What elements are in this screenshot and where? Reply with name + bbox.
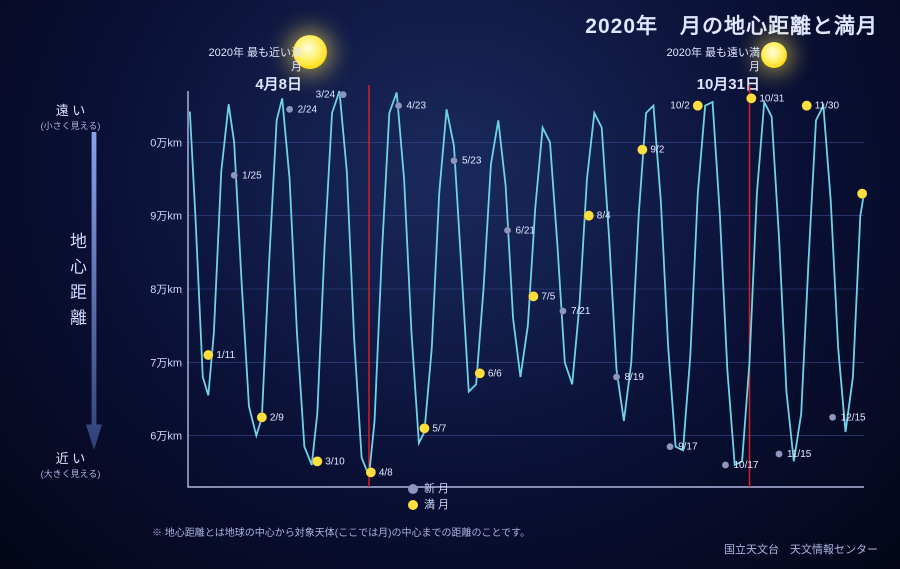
moon-point-full xyxy=(419,423,429,433)
moon-icon xyxy=(761,42,787,68)
svg-text:6/6: 6/6 xyxy=(488,368,502,379)
distance-chart: 36万km 37万km 38万km 39万km 40万km 1/11 1/25 2/9 2/24… xyxy=(150,85,870,505)
moon-point-full xyxy=(528,291,538,301)
svg-text:5/7: 5/7 xyxy=(432,423,446,434)
svg-text:4/8: 4/8 xyxy=(379,467,393,478)
svg-text:11/15: 11/15 xyxy=(787,449,812,460)
moon-point-new xyxy=(776,451,783,458)
axis-top-sub: (小さく見える) xyxy=(18,119,123,132)
moon-point-full xyxy=(257,412,267,422)
svg-text:3/10: 3/10 xyxy=(325,456,345,467)
moon-point-new xyxy=(613,374,620,381)
moon-point-full xyxy=(584,211,594,221)
moon-point-new xyxy=(286,106,293,113)
moon-point-new xyxy=(722,462,729,469)
moon-point-full xyxy=(857,189,867,199)
svg-text:37万km: 37万km xyxy=(150,357,182,369)
page-title: 2020年 月の地心距離と満月 xyxy=(585,10,878,40)
moon-point-full xyxy=(746,93,756,103)
moon-point-new xyxy=(829,414,836,421)
axis-top-label: 遠 い xyxy=(18,100,123,119)
svg-text:38万km: 38万km xyxy=(150,284,182,296)
svg-text:9/2: 9/2 xyxy=(650,145,664,156)
svg-text:1/11: 1/11 xyxy=(216,350,235,361)
svg-text:3/24: 3/24 xyxy=(316,90,336,101)
legend-item: 満 月 xyxy=(408,496,449,512)
moon-point-full xyxy=(312,456,322,466)
legend-item: 新 月 xyxy=(408,480,449,496)
moon-point-full xyxy=(802,101,812,111)
axis-bottom-sub: (大きく見える) xyxy=(18,467,123,480)
svg-text:1/25: 1/25 xyxy=(242,170,262,181)
svg-text:11/30: 11/30 xyxy=(815,101,840,112)
svg-text:12/15: 12/15 xyxy=(841,412,866,423)
svg-text:7/5: 7/5 xyxy=(541,291,555,302)
svg-text:36万km: 36万km xyxy=(150,431,182,443)
moon-point-new xyxy=(559,308,566,315)
y-axis-arrow-panel: 遠 い (小さく見える) 地心距離 近 い (大きく見える) xyxy=(18,100,123,480)
svg-text:8/4: 8/4 xyxy=(597,211,611,222)
moon-point-new xyxy=(504,227,511,234)
svg-text:8/19: 8/19 xyxy=(625,372,645,383)
axis-bottom-label: 近 い xyxy=(18,448,123,467)
svg-text:7/21: 7/21 xyxy=(571,306,591,317)
moon-point-new xyxy=(667,443,674,450)
moon-point-new xyxy=(340,91,347,98)
svg-text:9/17: 9/17 xyxy=(678,442,698,453)
svg-text:2/24: 2/24 xyxy=(298,104,318,115)
moon-point-full xyxy=(475,368,485,378)
chart-legend: 新 月満 月 xyxy=(408,480,449,512)
axis-vertical-label: 地心距離 xyxy=(64,232,89,334)
svg-text:40万km: 40万km xyxy=(150,137,182,149)
svg-text:10/31: 10/31 xyxy=(759,93,784,104)
moon-point-full xyxy=(637,145,647,155)
svg-text:4/23: 4/23 xyxy=(407,101,427,112)
credit: 国立天文台 天文情報センター xyxy=(724,541,878,557)
svg-text:5/23: 5/23 xyxy=(462,156,482,167)
moon-point-new xyxy=(231,172,238,179)
footnote: ※ 地心距離とは地球の中心から対象天体(ここでは月)の中心までの距離のことです。 xyxy=(152,524,530,539)
svg-text:10/17: 10/17 xyxy=(733,460,758,471)
moon-point-full xyxy=(203,350,213,360)
moon-point-new xyxy=(395,102,402,109)
svg-text:39万km: 39万km xyxy=(150,211,182,223)
svg-text:10/2: 10/2 xyxy=(670,101,690,112)
svg-text:6/21: 6/21 xyxy=(516,225,536,236)
moon-point-full xyxy=(366,467,376,477)
moon-point-new xyxy=(450,157,457,164)
svg-text:2/9: 2/9 xyxy=(270,412,284,423)
moon-point-full xyxy=(693,101,703,111)
